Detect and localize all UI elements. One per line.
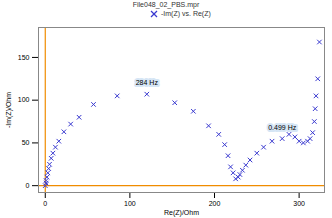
svg-text:50: 50 [22,139,30,146]
svg-text:0.499 Hz: 0.499 Hz [268,124,297,131]
svg-text:100: 100 [18,96,30,103]
svg-text:Re(Z)/Ohm: Re(Z)/Ohm [164,209,199,217]
svg-text:0: 0 [26,182,30,189]
svg-text:0: 0 [43,200,47,207]
svg-text:100: 100 [124,200,136,207]
svg-text:284 Hz: 284 Hz [136,79,159,86]
html-text:-Im(Z) vs. Re(Z): -Im(Z) vs. Re(Z) [161,10,211,17]
svg-text:150: 150 [18,54,30,61]
html-text:File048_02_PBS.mpr: File048_02_PBS.mpr [132,1,200,8]
svg-text:300: 300 [293,200,305,207]
svg-text:200: 200 [209,200,221,207]
svg-text:-Im(Z)/Ohm: -Im(Z)/Ohm [5,92,13,128]
